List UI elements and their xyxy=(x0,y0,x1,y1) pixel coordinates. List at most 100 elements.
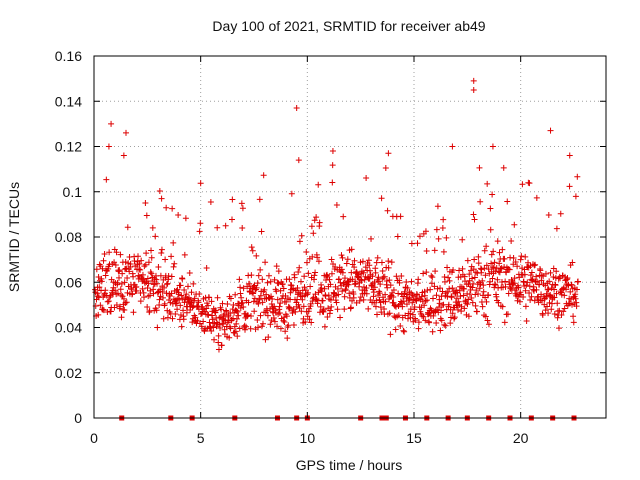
data-point xyxy=(334,285,341,292)
data-point xyxy=(143,212,150,219)
data-point xyxy=(165,296,172,303)
data-point xyxy=(466,291,473,298)
data-point xyxy=(460,285,467,292)
data-point xyxy=(95,311,102,318)
data-point xyxy=(372,303,379,310)
data-point xyxy=(501,255,508,262)
data-point xyxy=(343,260,350,267)
data-point xyxy=(100,257,107,264)
data-point xyxy=(520,293,527,300)
data-point xyxy=(181,299,188,306)
data-point xyxy=(238,294,245,301)
grid-layer xyxy=(94,56,606,418)
data-point xyxy=(396,279,403,286)
data-point xyxy=(104,309,111,316)
data-point xyxy=(362,264,369,271)
data-point xyxy=(239,299,246,306)
data-point xyxy=(248,272,255,279)
data-point xyxy=(363,290,370,297)
data-point xyxy=(341,306,348,313)
data-point xyxy=(168,290,175,297)
data-point xyxy=(444,288,451,295)
data-point xyxy=(478,266,485,273)
data-point xyxy=(449,285,456,292)
data-point xyxy=(333,201,340,208)
data-point xyxy=(373,259,380,266)
data-point xyxy=(239,205,246,212)
data-point xyxy=(321,323,328,330)
data-point xyxy=(288,190,295,197)
data-point xyxy=(234,308,241,315)
data-point xyxy=(504,311,511,318)
data-point xyxy=(378,195,385,202)
data-point xyxy=(522,287,529,294)
data-point xyxy=(300,303,307,310)
data-point xyxy=(153,307,160,314)
data-point xyxy=(274,323,281,330)
data-point xyxy=(314,254,321,261)
data-point xyxy=(349,261,356,268)
data-point xyxy=(366,262,373,269)
data-point xyxy=(545,286,552,293)
data-point xyxy=(454,306,461,313)
data-point xyxy=(566,183,573,190)
data-point xyxy=(139,285,146,292)
data-point xyxy=(96,284,103,291)
data-point xyxy=(508,237,515,244)
y-tick-label: 0.14 xyxy=(55,93,82,109)
data-point xyxy=(544,303,551,310)
data-point xyxy=(570,313,577,320)
data-point xyxy=(485,321,492,328)
data-point xyxy=(358,268,365,275)
data-point xyxy=(257,266,264,273)
data-point xyxy=(545,310,552,317)
data-point xyxy=(442,322,449,329)
data-point xyxy=(179,275,186,282)
data-point xyxy=(423,247,430,254)
data-point xyxy=(487,205,494,212)
data-point xyxy=(356,297,363,304)
data-point xyxy=(409,299,416,306)
data-point xyxy=(446,277,453,284)
data-point xyxy=(554,300,561,307)
data-point xyxy=(539,312,546,319)
data-point xyxy=(338,266,345,273)
data-point xyxy=(404,284,411,291)
data-point xyxy=(344,279,351,286)
data-point xyxy=(233,315,240,322)
data-point xyxy=(381,273,388,280)
data-point xyxy=(99,306,106,313)
data-point xyxy=(297,278,304,285)
data-point xyxy=(255,324,262,331)
data-point xyxy=(485,266,492,273)
data-point xyxy=(433,226,440,233)
data-point xyxy=(164,314,171,321)
data-point xyxy=(142,200,149,207)
data-point xyxy=(283,313,290,320)
data-point xyxy=(320,306,327,313)
data-point xyxy=(443,234,450,241)
data-point xyxy=(316,219,323,226)
data-point xyxy=(421,292,428,299)
data-point xyxy=(457,293,464,300)
data-point xyxy=(438,307,445,314)
data-point xyxy=(496,269,503,276)
data-point xyxy=(429,295,436,302)
y-tick-label: 0.06 xyxy=(55,274,82,290)
data-point xyxy=(441,321,448,328)
data-point xyxy=(472,302,479,309)
data-point xyxy=(248,313,255,320)
data-point xyxy=(117,251,124,258)
data-point xyxy=(227,295,234,302)
data-point xyxy=(564,274,571,281)
data-point xyxy=(572,193,579,200)
data-point xyxy=(296,305,303,312)
data-point xyxy=(256,196,263,203)
data-point xyxy=(382,291,389,298)
data-point xyxy=(468,294,475,301)
data-point xyxy=(131,257,138,264)
data-point xyxy=(311,272,318,279)
data-point xyxy=(243,323,250,330)
data-point xyxy=(505,266,512,273)
data-point xyxy=(156,296,163,303)
